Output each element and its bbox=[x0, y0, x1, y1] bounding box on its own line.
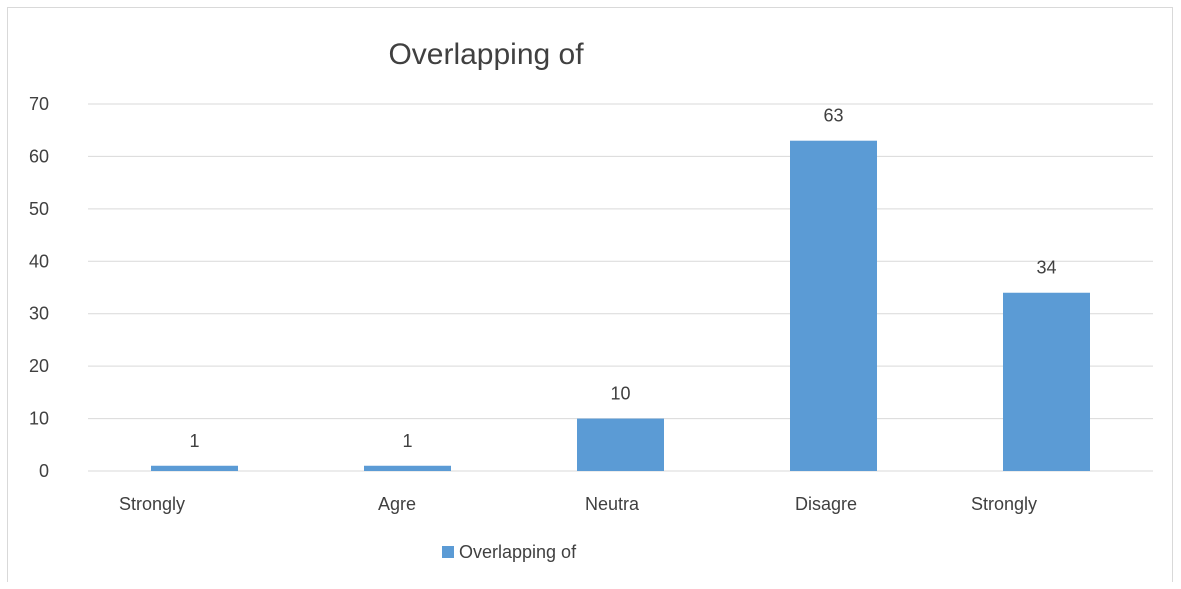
y-tick-label: 0 bbox=[39, 461, 49, 481]
y-tick-label: 50 bbox=[29, 199, 49, 219]
x-category-label: Disagre bbox=[795, 494, 857, 514]
bar bbox=[1003, 292, 1090, 471]
data-labels: 1 1 10 63 34 bbox=[189, 106, 1056, 451]
legend: Overlapping of bbox=[442, 542, 577, 562]
y-tick-label: 10 bbox=[29, 409, 49, 429]
y-tick-label: 20 bbox=[29, 356, 49, 376]
y-tick-label: 60 bbox=[29, 146, 49, 166]
y-tick-label: 40 bbox=[29, 251, 49, 271]
y-tick-label: 70 bbox=[29, 94, 49, 114]
x-axis-categories: Strongly Agre Neutra Disagre Strongly bbox=[119, 494, 1037, 514]
data-label: 10 bbox=[610, 384, 630, 404]
bar bbox=[577, 418, 664, 471]
data-label: 1 bbox=[189, 431, 199, 451]
x-category-label: Strongly bbox=[971, 494, 1037, 514]
legend-label: Overlapping of bbox=[459, 542, 577, 562]
legend-swatch bbox=[442, 546, 454, 558]
data-label: 1 bbox=[402, 431, 412, 451]
x-category-label: Agre bbox=[378, 494, 416, 514]
bars bbox=[151, 140, 1090, 471]
chart-title: Overlapping of bbox=[388, 38, 584, 71]
y-axis-ticks: 0 10 20 30 40 50 60 70 bbox=[29, 94, 49, 481]
data-label: 34 bbox=[1036, 258, 1056, 278]
x-category-label: Neutra bbox=[585, 494, 640, 514]
chart-frame bbox=[7, 7, 1173, 582]
y-tick-label: 30 bbox=[29, 304, 49, 324]
data-label: 63 bbox=[823, 106, 843, 126]
bar bbox=[790, 140, 877, 471]
gridlines bbox=[88, 103, 1153, 472]
bar bbox=[151, 465, 238, 471]
x-category-label: Strongly bbox=[119, 494, 185, 514]
bar bbox=[364, 465, 451, 471]
